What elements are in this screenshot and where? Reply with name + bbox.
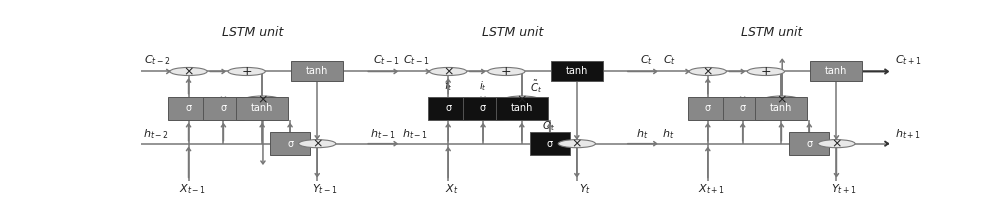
Text: $X_{t+1}$: $X_{t+1}$ (698, 182, 725, 196)
Circle shape (503, 96, 540, 104)
Text: $Y_{t+1}$: $Y_{t+1}$ (831, 182, 857, 196)
Circle shape (299, 140, 336, 148)
FancyBboxPatch shape (236, 97, 288, 120)
Text: +: + (241, 65, 252, 78)
Text: σ: σ (705, 103, 711, 113)
Text: ×: × (517, 94, 527, 107)
Text: $X_{t-1}$: $X_{t-1}$ (179, 182, 206, 196)
FancyBboxPatch shape (291, 61, 343, 82)
Text: σ: σ (480, 103, 486, 113)
Circle shape (488, 67, 525, 75)
Text: ×: × (257, 94, 267, 107)
Circle shape (747, 67, 785, 75)
Text: LSTM unit: LSTM unit (222, 26, 284, 39)
Text: $\tilde{C}_t$: $\tilde{C}_t$ (530, 78, 542, 95)
FancyBboxPatch shape (551, 61, 603, 82)
Text: tanh: tanh (251, 103, 273, 113)
Circle shape (558, 140, 595, 148)
Text: σ: σ (220, 103, 226, 113)
FancyBboxPatch shape (168, 97, 209, 120)
Text: ×: × (572, 137, 582, 150)
Text: σ: σ (547, 139, 553, 149)
Text: $X_t$: $X_t$ (445, 182, 459, 196)
Text: $h_{t-1}$: $h_{t-1}$ (370, 128, 396, 141)
Text: LSTM unit: LSTM unit (482, 26, 543, 39)
FancyBboxPatch shape (723, 97, 763, 120)
Text: σ: σ (185, 103, 192, 113)
FancyBboxPatch shape (428, 97, 468, 120)
Text: ×: × (183, 65, 194, 78)
Text: $h_{t-1}$: $h_{t-1}$ (402, 128, 428, 141)
Text: tanh: tanh (306, 66, 328, 77)
Text: $Y_{t-1}$: $Y_{t-1}$ (312, 182, 338, 196)
FancyBboxPatch shape (496, 97, 548, 120)
FancyBboxPatch shape (203, 97, 244, 120)
Text: ×: × (703, 65, 713, 78)
Text: +: + (761, 65, 771, 78)
Circle shape (689, 67, 726, 75)
Text: σ: σ (740, 103, 746, 113)
Text: tanh: tanh (566, 66, 588, 77)
FancyBboxPatch shape (530, 132, 570, 155)
FancyBboxPatch shape (755, 97, 807, 120)
Circle shape (430, 67, 467, 75)
Text: ×: × (776, 94, 787, 107)
Circle shape (244, 96, 281, 104)
Circle shape (170, 67, 207, 75)
Text: $C_t$: $C_t$ (663, 54, 676, 68)
Circle shape (818, 140, 855, 148)
Text: ×: × (312, 137, 322, 150)
Text: σ: σ (445, 103, 451, 113)
Text: $C_{t-2}$: $C_{t-2}$ (144, 54, 170, 68)
Text: tanh: tanh (770, 103, 793, 113)
Text: $h_{t-2}$: $h_{t-2}$ (143, 128, 169, 141)
Text: $C_{t-1}$: $C_{t-1}$ (403, 54, 430, 68)
Text: $C_{t-1}$: $C_{t-1}$ (373, 54, 400, 68)
Text: $i_t$: $i_t$ (479, 80, 487, 94)
Text: ×: × (443, 65, 453, 78)
Text: $f_t$: $f_t$ (444, 80, 453, 94)
Text: $C_t$: $C_t$ (640, 54, 653, 68)
Text: $h_t$: $h_t$ (636, 128, 648, 141)
Text: σ: σ (287, 139, 293, 149)
Text: $Y_t$: $Y_t$ (579, 182, 591, 196)
Circle shape (763, 96, 800, 104)
FancyBboxPatch shape (688, 97, 728, 120)
FancyBboxPatch shape (270, 132, 310, 155)
Text: LSTM unit: LSTM unit (741, 26, 803, 39)
Text: ×: × (831, 137, 842, 150)
Text: tanh: tanh (825, 66, 848, 77)
Text: tanh: tanh (511, 103, 533, 113)
Text: +: + (501, 65, 512, 78)
Text: $C_{t+1}$: $C_{t+1}$ (895, 54, 921, 68)
Text: $h_t$: $h_t$ (662, 128, 674, 141)
Text: $O_t$: $O_t$ (542, 119, 555, 133)
Circle shape (228, 67, 265, 75)
FancyBboxPatch shape (463, 97, 503, 120)
FancyBboxPatch shape (789, 132, 829, 155)
Text: $h_{t+1}$: $h_{t+1}$ (895, 128, 920, 141)
Text: σ: σ (806, 139, 812, 149)
FancyBboxPatch shape (810, 61, 862, 82)
